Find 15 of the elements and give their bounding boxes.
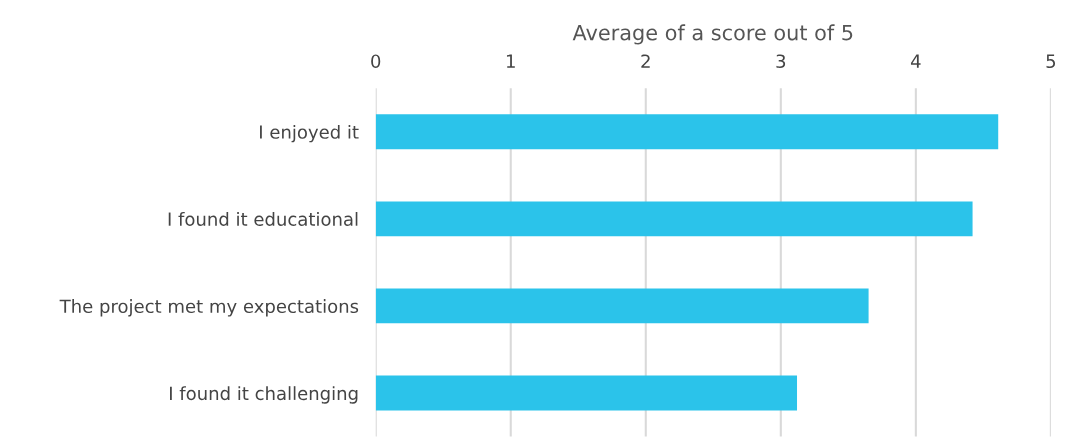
x-tick-label: 4 bbox=[910, 54, 921, 68]
x-tick-label: 3 bbox=[776, 54, 786, 69]
bar bbox=[375, 288, 869, 324]
x-axis-title: Average of a score out of 5 bbox=[572, 24, 853, 45]
y-tick-label: The project met my expectations bbox=[59, 299, 359, 317]
x-tick-label: 1 bbox=[506, 54, 515, 68]
x-tick-label: 5 bbox=[1046, 54, 1056, 69]
x-tick-label: 2 bbox=[641, 54, 650, 68]
y-tick-label: I enjoyed it bbox=[260, 124, 359, 143]
x-tick-label: 0 bbox=[371, 54, 381, 69]
y-tick-label: I found it educational bbox=[168, 211, 358, 226]
bar bbox=[375, 114, 999, 150]
bar bbox=[375, 375, 798, 411]
y-tick-label: I found it challenging bbox=[170, 386, 358, 404]
bar bbox=[375, 201, 973, 237]
